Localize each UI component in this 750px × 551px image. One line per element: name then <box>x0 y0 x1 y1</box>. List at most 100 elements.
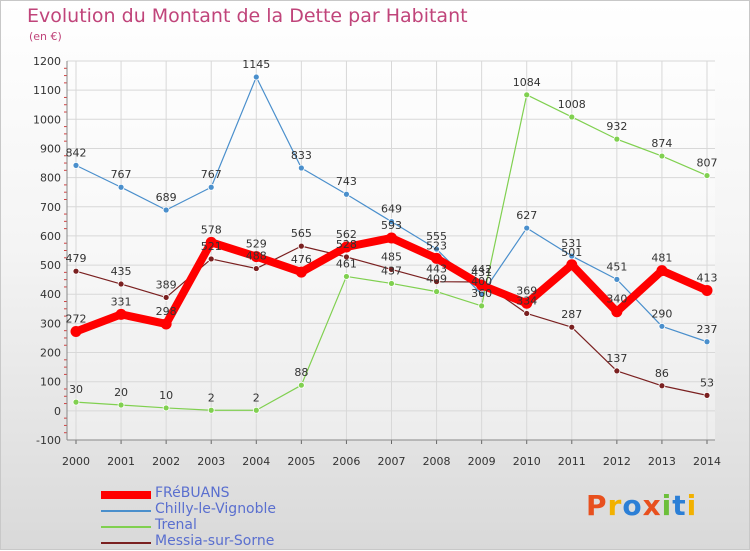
data-label: 369 <box>516 284 537 297</box>
data-label: 451 <box>606 260 627 273</box>
data-point <box>658 152 666 160</box>
y-tick-label: 0 <box>54 405 61 418</box>
data-point <box>340 241 352 253</box>
data-point <box>160 318 172 330</box>
data-label: 485 <box>381 250 402 263</box>
legend-label: FRéBUANS <box>155 485 230 501</box>
data-point <box>566 259 578 271</box>
data-point <box>250 251 262 263</box>
data-point <box>162 404 170 412</box>
logo-letter: r <box>607 489 623 522</box>
data-label: 562 <box>336 228 357 241</box>
x-tick-label: 2004 <box>242 455 270 468</box>
data-point <box>117 280 125 288</box>
data-point <box>297 164 305 172</box>
y-tick-label: 800 <box>40 172 61 185</box>
data-point <box>703 172 711 179</box>
data-point <box>252 73 260 81</box>
data-label: 523 <box>426 239 447 252</box>
data-label: 360 <box>471 287 492 300</box>
data-label: 88 <box>294 366 308 379</box>
data-point <box>388 280 395 287</box>
data-point <box>388 218 395 226</box>
data-label: 555 <box>426 230 447 243</box>
y-tick-label: 500 <box>40 259 61 272</box>
data-label: 442 <box>471 263 492 276</box>
data-label: 431 <box>471 266 492 279</box>
data-label: 10 <box>159 389 173 402</box>
data-label: 443 <box>426 263 447 276</box>
y-tick-label: 1100 <box>33 84 61 97</box>
data-label: 842 <box>66 146 87 159</box>
y-tick-label: 600 <box>40 230 61 243</box>
data-point <box>388 266 395 273</box>
x-tick-label: 2006 <box>332 455 360 468</box>
data-point <box>478 302 486 310</box>
data-label: 290 <box>651 307 672 320</box>
x-tick-label: 2014 <box>693 455 721 468</box>
data-point <box>613 135 621 143</box>
x-tick-label: 2011 <box>558 455 586 468</box>
data-label: 400 <box>471 275 492 288</box>
data-point <box>295 266 307 278</box>
chart-unit: (en €) <box>29 30 62 43</box>
data-point <box>433 278 440 286</box>
data-label: 437 <box>381 264 402 277</box>
data-point <box>117 183 125 191</box>
data-label: 874 <box>651 137 672 150</box>
data-label: 481 <box>651 252 672 265</box>
data-label: 528 <box>336 238 357 251</box>
legend-item: Chilly-le-Vignoble <box>101 501 321 519</box>
y-tick-label: 300 <box>40 317 61 330</box>
data-label: 529 <box>246 238 267 251</box>
y-tick-label: -100 <box>36 434 61 447</box>
data-point <box>703 391 711 399</box>
data-label: 807 <box>697 157 718 170</box>
data-point <box>72 398 80 406</box>
x-tick-label: 2012 <box>603 455 631 468</box>
x-tick-label: 2002 <box>152 455 180 468</box>
data-label: 479 <box>66 252 87 265</box>
data-label: 53 <box>700 376 714 389</box>
y-tick-label: 1000 <box>33 113 61 126</box>
data-point <box>613 275 621 283</box>
data-point <box>205 236 217 248</box>
data-label: 2 <box>253 391 260 404</box>
legend-label: Trenal <box>155 517 197 533</box>
y-tick-label: 700 <box>40 201 61 214</box>
data-label: 565 <box>291 227 312 240</box>
data-label: 298 <box>156 305 177 318</box>
data-point <box>72 267 80 275</box>
data-point <box>343 253 350 261</box>
data-label: 413 <box>697 271 718 284</box>
x-tick-label: 2013 <box>648 455 676 468</box>
legend-swatch <box>101 491 151 499</box>
data-label: 461 <box>336 257 357 270</box>
data-point <box>701 284 713 296</box>
logo-letter: P <box>586 489 608 522</box>
data-point <box>658 382 666 390</box>
legend-swatch <box>101 510 151 512</box>
data-point <box>162 294 170 301</box>
x-tick-label: 2001 <box>107 455 135 468</box>
legend-label: Messia-sur-Sorne <box>155 533 275 549</box>
data-label: 1084 <box>513 76 541 89</box>
x-tick-label: 2000 <box>62 455 90 468</box>
data-point <box>568 323 576 331</box>
data-point <box>523 310 531 317</box>
data-label: 389 <box>156 278 177 291</box>
data-label: 767 <box>201 168 222 181</box>
data-point <box>658 322 666 330</box>
data-label: 137 <box>606 352 627 365</box>
proxiti-logo: Proxiti <box>586 489 697 522</box>
data-label: 2 <box>208 391 215 404</box>
data-label: 340 <box>606 293 627 306</box>
data-point <box>386 232 397 244</box>
data-label: 767 <box>111 168 132 181</box>
data-label: 476 <box>291 253 312 266</box>
data-label: 627 <box>516 209 537 222</box>
data-point <box>343 190 350 198</box>
data-point <box>297 381 305 389</box>
data-label: 488 <box>246 250 267 263</box>
